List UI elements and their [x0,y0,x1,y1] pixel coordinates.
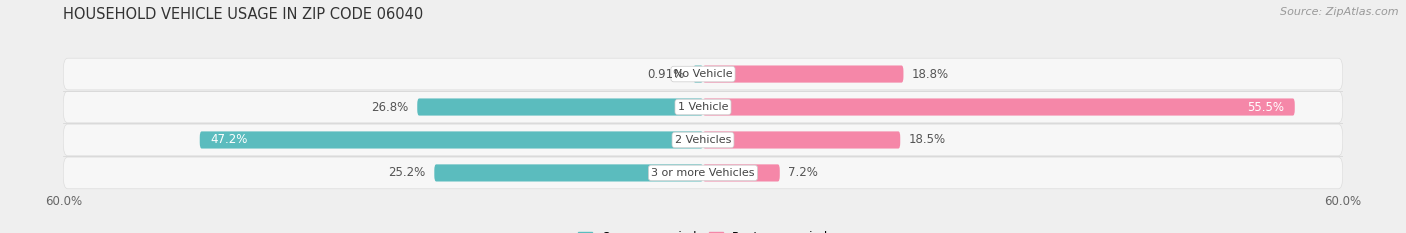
Text: 1 Vehicle: 1 Vehicle [678,102,728,112]
FancyBboxPatch shape [434,164,703,182]
Text: 18.5%: 18.5% [908,134,946,147]
Text: 2 Vehicles: 2 Vehicles [675,135,731,145]
Text: HOUSEHOLD VEHICLE USAGE IN ZIP CODE 06040: HOUSEHOLD VEHICLE USAGE IN ZIP CODE 0604… [63,7,423,22]
FancyBboxPatch shape [63,58,1343,90]
FancyBboxPatch shape [200,131,703,149]
FancyBboxPatch shape [703,65,904,83]
Text: 47.2%: 47.2% [211,134,247,147]
FancyBboxPatch shape [63,91,1343,123]
Text: 0.91%: 0.91% [648,68,685,81]
FancyBboxPatch shape [703,164,780,182]
FancyBboxPatch shape [703,98,1295,116]
Text: 55.5%: 55.5% [1247,100,1284,113]
Text: 7.2%: 7.2% [789,166,818,179]
FancyBboxPatch shape [693,65,703,83]
FancyBboxPatch shape [63,157,1343,189]
FancyBboxPatch shape [418,98,703,116]
FancyBboxPatch shape [63,124,1343,156]
Legend: Owner-occupied, Renter-occupied: Owner-occupied, Renter-occupied [572,227,834,233]
Text: 3 or more Vehicles: 3 or more Vehicles [651,168,755,178]
Text: 25.2%: 25.2% [388,166,426,179]
Text: Source: ZipAtlas.com: Source: ZipAtlas.com [1281,7,1399,17]
Text: No Vehicle: No Vehicle [673,69,733,79]
Text: 26.8%: 26.8% [371,100,409,113]
Text: 18.8%: 18.8% [912,68,949,81]
FancyBboxPatch shape [703,131,900,149]
